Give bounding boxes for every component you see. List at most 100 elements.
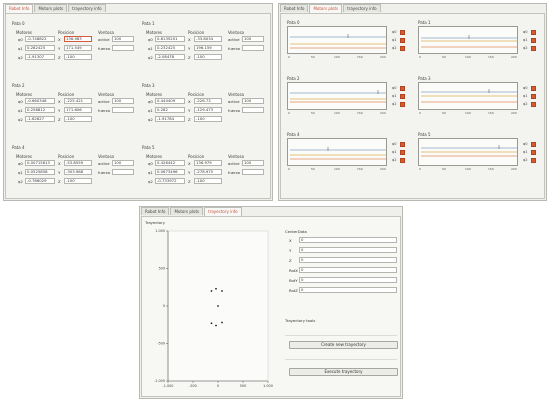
motor-value-field[interactable]: -1.91784 xyxy=(155,116,185,122)
motor-value-field[interactable]: 0.232425 xyxy=(155,45,185,51)
legend-swatch[interactable] xyxy=(531,158,536,163)
legend-swatch[interactable] xyxy=(400,46,405,51)
legend-swatch[interactable] xyxy=(400,86,405,91)
legend-swatch[interactable] xyxy=(400,142,405,147)
motor-value-field[interactable]: -1.91307 xyxy=(25,54,55,60)
center-field-input[interactable]: 0 xyxy=(299,267,397,273)
motors-header: Motores xyxy=(16,92,33,97)
center-field-label: RotX xyxy=(289,268,298,273)
position-value-field[interactable]: -100 xyxy=(194,116,222,122)
position-label: Z xyxy=(58,179,61,184)
position-value-field[interactable]: -226.73 xyxy=(194,98,222,104)
legend-swatch[interactable] xyxy=(531,102,536,107)
tab-trayectory-info[interactable]: trayectory info xyxy=(204,207,242,216)
position-value-field[interactable]: -100 xyxy=(194,178,222,184)
position-value-field[interactable]: 196.159 xyxy=(194,45,222,51)
tab-motors-plots[interactable]: Motors plots xyxy=(309,4,343,13)
legend-swatch[interactable] xyxy=(400,158,405,163)
position-value-field[interactable]: -100 xyxy=(64,54,92,60)
pata-title: Pata 1 xyxy=(142,21,155,26)
motor-value-field[interactable]: -0.660348 xyxy=(25,98,55,104)
x-tick-label: 150 xyxy=(488,111,494,115)
position-header: Posicion xyxy=(58,30,75,35)
position-value-field[interactable]: -278.975 xyxy=(194,169,222,175)
tab-robot-info[interactable]: Robot Info xyxy=(5,4,34,13)
motor-value-field[interactable]: 0.426442 xyxy=(155,160,185,166)
legend-swatch[interactable] xyxy=(531,38,536,43)
motor-value-field[interactable]: -2.08478 xyxy=(155,54,185,60)
position-value-field[interactable]: 171.606 xyxy=(64,107,92,113)
motor-label: q0 xyxy=(148,99,153,104)
position-value-field[interactable]: 136.983 xyxy=(64,36,92,42)
motor-value-field[interactable]: 0.444409 xyxy=(155,98,185,104)
motor-value-field[interactable]: 0.258812 xyxy=(25,107,55,113)
active-field[interactable]: 100 xyxy=(112,98,134,104)
create-trayectory-button[interactable]: Create new trayectory xyxy=(289,341,398,349)
motor-value-field[interactable]: 0.0673496 xyxy=(155,169,185,175)
legend-swatch[interactable] xyxy=(531,142,536,147)
legend-swatch[interactable] xyxy=(531,150,536,155)
legend-swatch[interactable] xyxy=(400,150,405,155)
position-label: X xyxy=(188,37,191,42)
fuerza-field[interactable] xyxy=(242,169,264,175)
motor-label: q0 xyxy=(148,37,153,42)
tab-trayectory-info[interactable]: trayectory info xyxy=(343,4,381,12)
center-field-input[interactable]: 0 xyxy=(299,247,397,253)
execute-trayectory-button[interactable]: Execute trayectory xyxy=(289,368,398,376)
motor-value-field[interactable]: 0.282 xyxy=(155,107,185,113)
motor-value-field[interactable]: -0.748822 xyxy=(25,36,55,42)
position-value-field[interactable]: -129.473 xyxy=(194,107,222,113)
position-value-field[interactable]: -100 xyxy=(194,54,222,60)
legend-swatch[interactable] xyxy=(400,30,405,35)
legend-swatch[interactable] xyxy=(531,30,536,35)
active-field[interactable]: 100 xyxy=(242,36,264,42)
center-field-input[interactable]: 0 xyxy=(299,277,397,283)
position-value-field[interactable]: -100 xyxy=(64,178,92,184)
x-tick-label: 100 xyxy=(465,55,471,59)
motor-value-field[interactable]: -0.733972 xyxy=(155,178,185,184)
legend-swatch[interactable] xyxy=(400,102,405,107)
position-value-field[interactable]: 136.979 xyxy=(194,160,222,166)
tools-divider-2 xyxy=(285,359,397,360)
motor-value-field[interactable]: -1.62827 xyxy=(25,116,55,122)
position-value-field[interactable]: 171.549 xyxy=(64,45,92,51)
motor-value-field[interactable]: -0.766029 xyxy=(25,178,55,184)
position-value-field[interactable]: -303.968 xyxy=(64,169,92,175)
position-value-field[interactable]: -100 xyxy=(64,116,92,122)
legend-swatch[interactable] xyxy=(531,94,536,99)
motor-label: q0 xyxy=(148,161,153,166)
tab-robot-info[interactable]: Robot Info xyxy=(280,4,309,12)
tab-robot-info[interactable]: Robot Info xyxy=(141,207,170,215)
active-field[interactable]: 100 xyxy=(112,36,134,42)
tab-motors-plots[interactable]: Motors plots xyxy=(34,4,68,12)
legend-swatch[interactable] xyxy=(400,38,405,43)
active-field[interactable]: 100 xyxy=(242,160,264,166)
fuerza-field[interactable] xyxy=(112,107,134,113)
motor-value-field[interactable]: 0.0525858 xyxy=(25,169,55,175)
center-field-input[interactable]: 0 xyxy=(299,287,397,293)
legend-swatch[interactable] xyxy=(400,94,405,99)
pata-group-1: Pata 1 Motores Posicion Ventosa q0 0.8135201 X… xyxy=(140,18,268,76)
motor-value-field[interactable]: 0.282425 xyxy=(25,45,55,51)
fuerza-field[interactable] xyxy=(112,45,134,51)
motor-value-field[interactable]: 0.00715613 xyxy=(25,160,55,166)
fuerza-field[interactable] xyxy=(112,169,134,175)
active-field[interactable]: 100 xyxy=(112,160,134,166)
active-field[interactable]: 100 xyxy=(242,98,264,104)
tab-trayectory-info[interactable]: trayectory info xyxy=(68,4,106,12)
legend-swatch[interactable] xyxy=(531,46,536,51)
legend-swatch[interactable] xyxy=(531,86,536,91)
center-field-input[interactable]: 0 xyxy=(299,257,397,263)
tab-motors-plots[interactable]: Motors plots xyxy=(170,207,204,215)
fuerza-field[interactable] xyxy=(242,107,264,113)
pata-title: Pata 5 xyxy=(142,145,155,150)
position-label: Y xyxy=(188,170,191,175)
fuerza-field[interactable] xyxy=(242,45,264,51)
position-value-field[interactable]: -33.8034 xyxy=(194,36,222,42)
center-field-input[interactable]: 0 xyxy=(299,237,397,243)
motor-value-field[interactable]: 0.8135201 xyxy=(155,36,185,42)
position-label: Y xyxy=(58,46,61,51)
position-value-field[interactable]: -53.8559 xyxy=(64,160,92,166)
position-value-field[interactable]: -225.421 xyxy=(64,98,92,104)
active-label: active xyxy=(98,37,110,42)
